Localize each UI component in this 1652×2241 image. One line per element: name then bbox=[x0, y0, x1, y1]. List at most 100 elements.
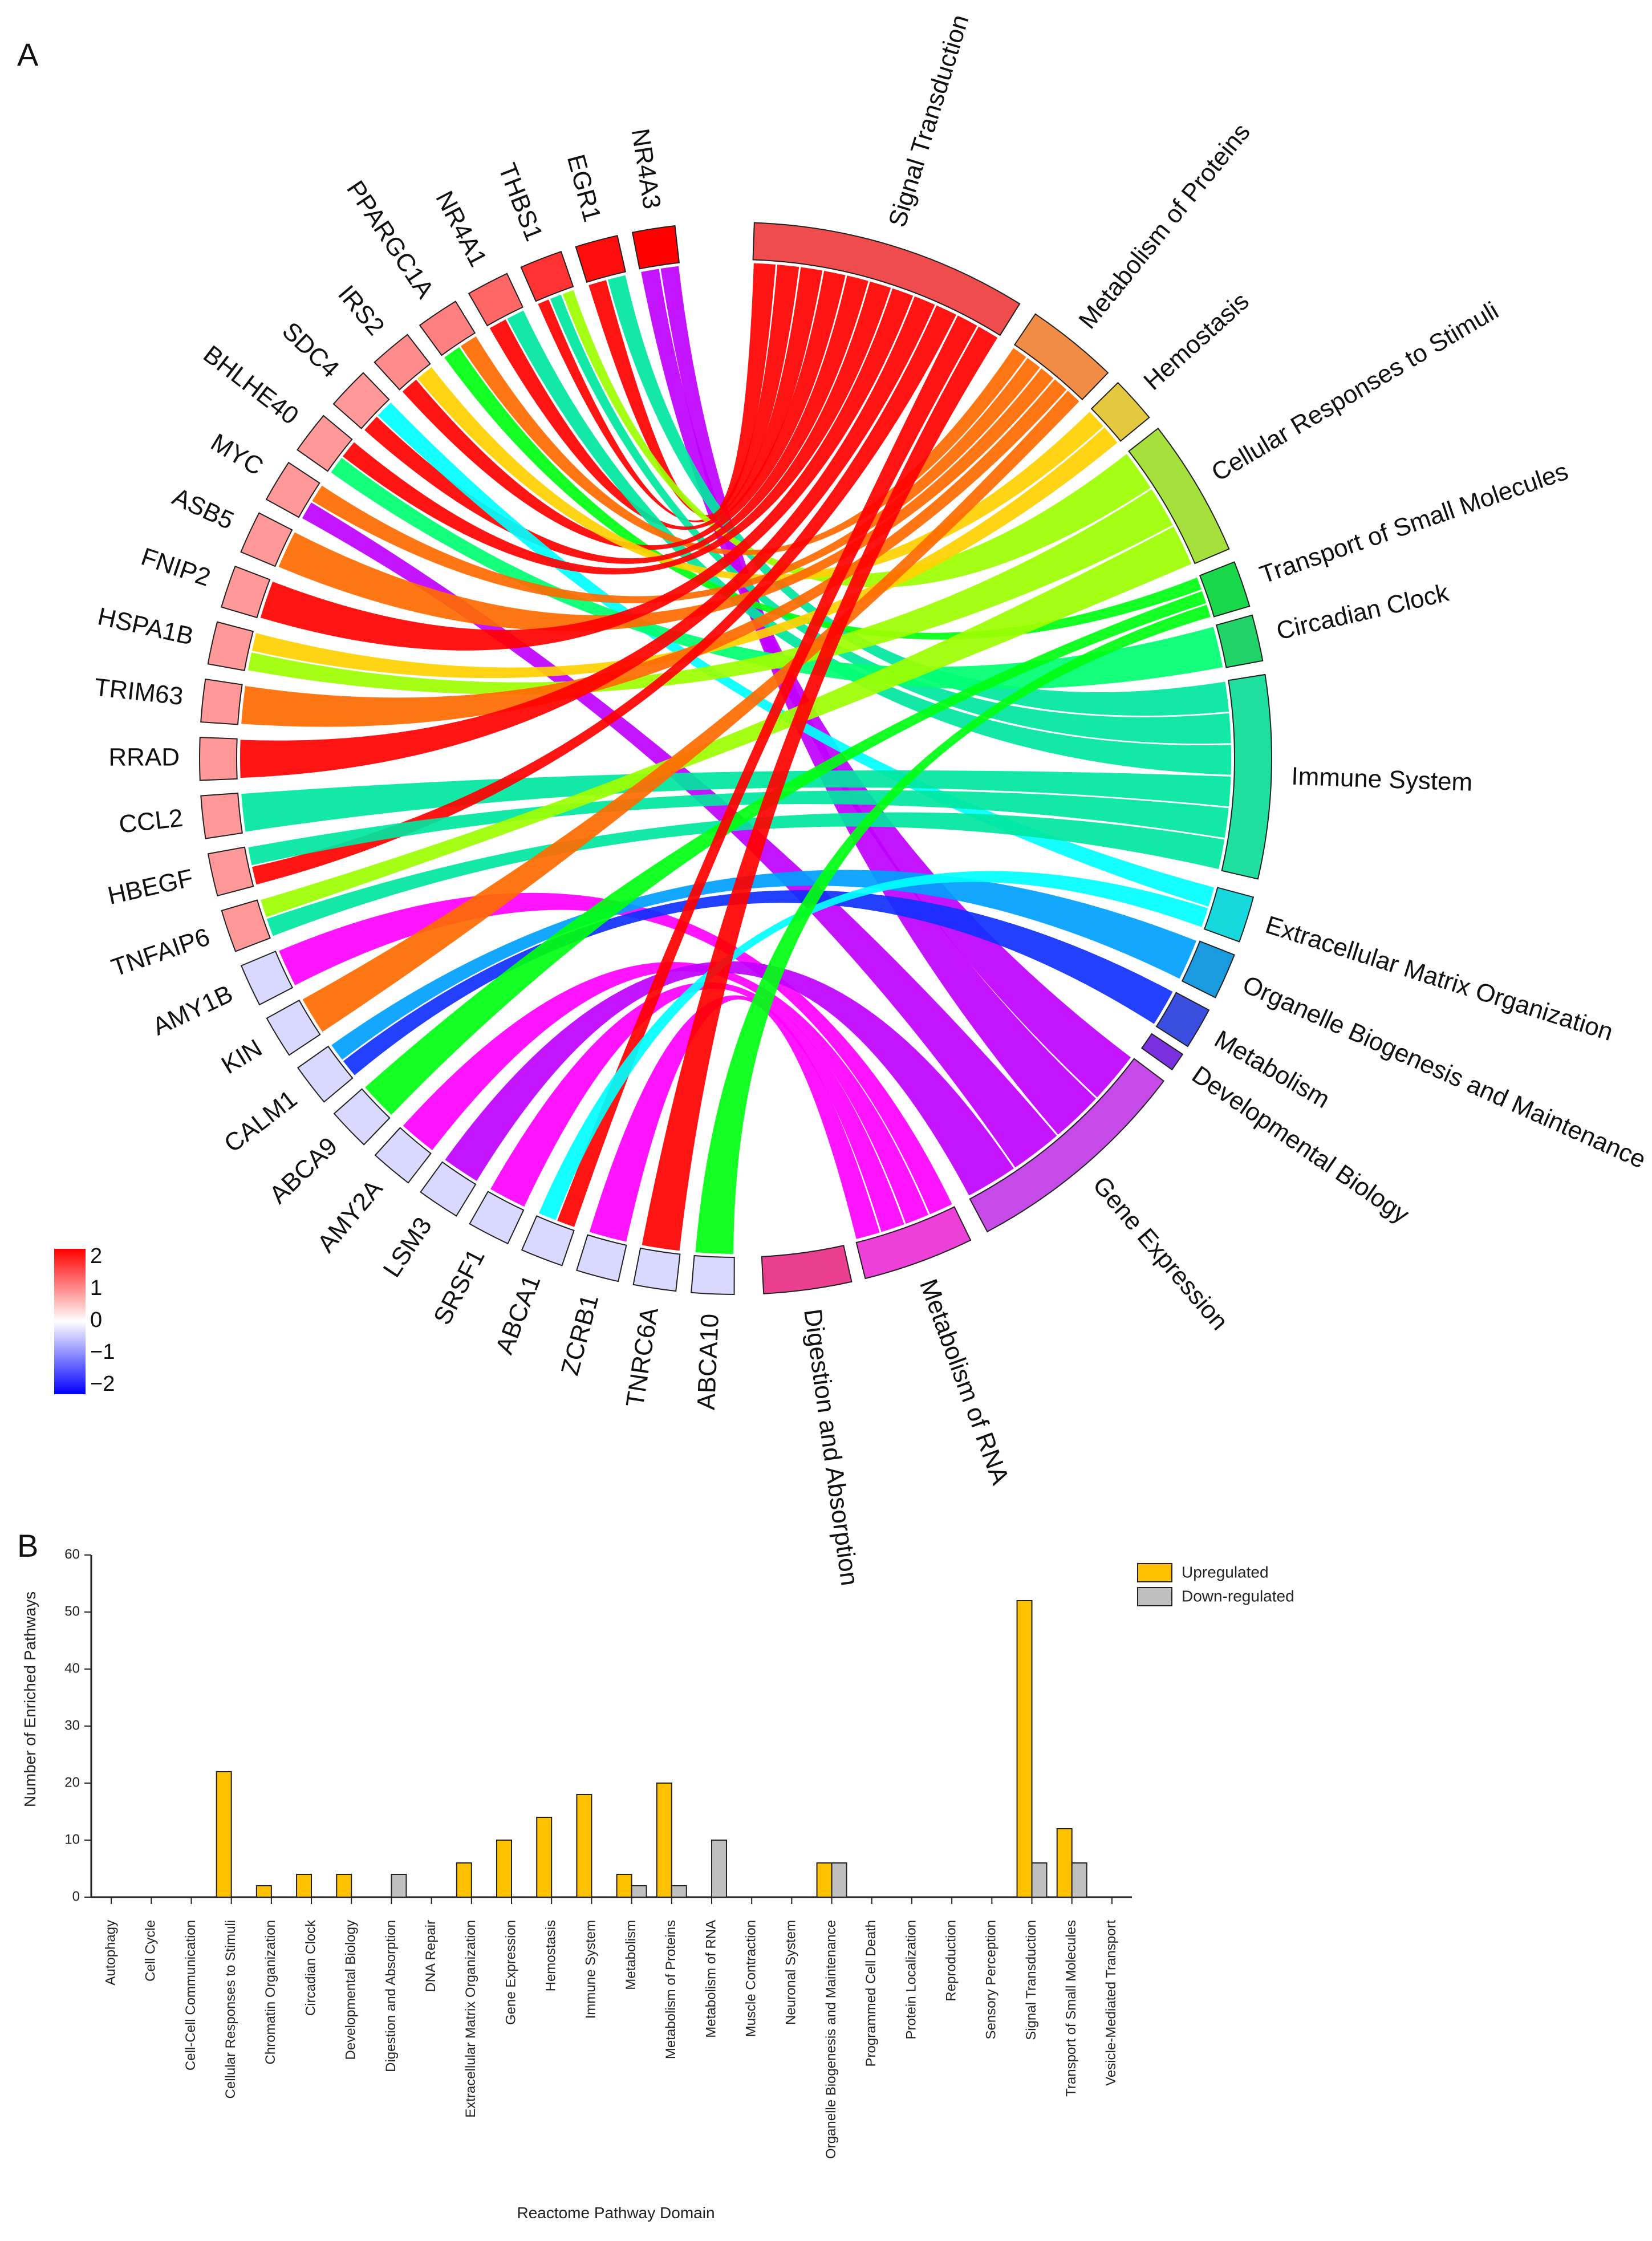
color-scale-bar bbox=[54, 1249, 86, 1394]
pathway-label-digestion-and-absorption: Digestion and Absorption bbox=[798, 1307, 864, 1587]
pathway-sector-digestion-and-absorption bbox=[761, 1245, 853, 1294]
color-scale-tick: −2 bbox=[90, 1372, 115, 1396]
chord-ribbon bbox=[247, 489, 1173, 695]
chord-ribbon bbox=[589, 995, 880, 1242]
bar-down-regulated-metabolism-of-rna bbox=[711, 1840, 727, 1898]
gene-sector-fnip2 bbox=[221, 565, 271, 619]
chord-ribbon bbox=[642, 326, 998, 1251]
bar-upregulated-cellular-responses-to-stimuli bbox=[216, 1771, 232, 1898]
gene-label-amy1b: AMY1B bbox=[148, 980, 237, 1041]
gene-label-srsf1: SRSF1 bbox=[428, 1245, 490, 1329]
chord-ribbon bbox=[240, 296, 935, 778]
legend-swatch-down-regulated bbox=[1137, 1587, 1172, 1606]
pathway-sector-transport-of-small-molecules bbox=[1199, 561, 1251, 618]
x-tick-label: Circadian Clock bbox=[303, 1919, 318, 2016]
pathway-label-gene-expression: Gene Expression bbox=[1087, 1171, 1233, 1335]
pathway-label-cellular-responses-to-stimuli: Cellular Responses to Stimuli bbox=[1207, 297, 1503, 487]
chord-ribbon bbox=[538, 871, 1208, 1220]
pathway-label-hemostasis: Hemostasis bbox=[1138, 287, 1255, 395]
x-tick-label: Reproduction bbox=[943, 1920, 959, 2002]
bar-upregulated-circadian-clock bbox=[296, 1874, 312, 1898]
bar-down-regulated-signal-transduction bbox=[1031, 1862, 1048, 1898]
chord-ribbon bbox=[331, 457, 1223, 689]
gene-sector-sdc4 bbox=[332, 372, 390, 429]
gene-label-hspa1b: HSPA1B bbox=[95, 602, 196, 651]
bar-upregulated-signal-transduction bbox=[1016, 1600, 1033, 1898]
pathway-sector-signal-transduction bbox=[752, 222, 1021, 336]
x-tick-label: Organelle Biogenesis and Maintenance bbox=[823, 1920, 839, 2159]
x-axis-title: Reactome Pathway Domain bbox=[517, 2204, 715, 2222]
x-tick-label: Extracellular Matrix Organization bbox=[463, 1920, 478, 2118]
gene-sector-ccl2 bbox=[200, 792, 243, 839]
gene-sector-hspa1b bbox=[207, 621, 254, 671]
bar-upregulated-transport-of-small-molecules bbox=[1056, 1828, 1073, 1898]
bar-down-regulated-metabolism-of-proteins bbox=[671, 1885, 687, 1898]
gene-sector-zcrb1 bbox=[575, 1234, 627, 1282]
gene-label-sdc4: SDC4 bbox=[277, 317, 344, 384]
color-scale-tick: 2 bbox=[90, 1244, 102, 1268]
gene-sector-myc bbox=[265, 461, 320, 518]
x-tick-label: Vesicle-Mediated Transport bbox=[1103, 1920, 1119, 2086]
x-tick-label: Signal Transduction bbox=[1024, 1920, 1039, 2040]
gene-label-irs2: IRS2 bbox=[332, 280, 389, 340]
pathway-sector-cellular-responses-to-stimuli bbox=[1128, 427, 1230, 565]
gene-sector-amy2a bbox=[374, 1127, 432, 1184]
x-tick-label: Muscle Contraction bbox=[744, 1920, 759, 2037]
gene-label-nr4a3: NR4A3 bbox=[626, 127, 666, 211]
x-tick-label: Neuronal System bbox=[784, 1920, 799, 2025]
y-tick-label: 10 bbox=[64, 1832, 80, 1847]
gene-label-rrad: RRAD bbox=[108, 743, 180, 771]
gene-sector-lsm3 bbox=[420, 1161, 477, 1217]
x-tick-label: Transport of Small Molecules bbox=[1064, 1920, 1079, 2097]
x-tick-label: Immune System bbox=[583, 1920, 599, 2019]
panel-a-label: A bbox=[17, 36, 39, 72]
x-tick-label: Protein Localization bbox=[903, 1920, 919, 2039]
chord-ribbon bbox=[302, 391, 1079, 1032]
bar-down-regulated-organelle-biogenesis-and-maintenance bbox=[831, 1862, 847, 1898]
x-tick-label: Cell Cycle bbox=[143, 1920, 159, 1982]
gene-sector-asb5 bbox=[240, 512, 293, 567]
legend-label-down-regulated: Down-regulated bbox=[1182, 1587, 1294, 1605]
chord-ribbon bbox=[417, 367, 1103, 582]
gene-label-zcrb1: ZCRB1 bbox=[556, 1292, 604, 1378]
pathway-label-transport-of-small-molecules: Transport of Small Molecules bbox=[1256, 457, 1572, 589]
gene-label-thbs1: THBS1 bbox=[493, 160, 548, 245]
gene-sector-hbegf bbox=[207, 846, 254, 897]
chord-sectors bbox=[199, 222, 1272, 1296]
pathway-label-metabolism-of-rna: Metabolism of RNA bbox=[914, 1276, 1014, 1489]
color-scale-tick: −1 bbox=[90, 1340, 115, 1364]
pathway-label-circadian-clock: Circadian Clock bbox=[1274, 578, 1452, 645]
gene-label-egr1: EGR1 bbox=[562, 152, 606, 225]
gene-label-myc: MYC bbox=[206, 428, 268, 481]
y-tick-label: 30 bbox=[64, 1718, 80, 1733]
bar-upregulated-immune-system bbox=[576, 1794, 592, 1898]
gene-label-tnrc6a: TNRC6A bbox=[621, 1305, 664, 1409]
gene-sector-egr1 bbox=[575, 234, 627, 283]
x-tick-label: Cell-Cell Communication bbox=[183, 1920, 198, 2071]
y-axis-title: Number of Enriched Pathways bbox=[21, 1592, 39, 1807]
gene-sector-abca9 bbox=[333, 1088, 391, 1146]
legend-label-upregulated: Upregulated bbox=[1182, 1563, 1269, 1581]
chord-ribbon bbox=[550, 294, 1231, 744]
x-tick-label: Developmental Biology bbox=[343, 1920, 359, 2060]
x-tick-label: Chromatin Organization bbox=[263, 1920, 278, 2064]
legend-swatch-upregulated bbox=[1137, 1563, 1172, 1582]
gene-label-lsm3: LSM3 bbox=[378, 1212, 437, 1282]
gene-sector-tnrc6a bbox=[632, 1247, 681, 1292]
color-scale-ticks: 2 1 0 −1 −2 bbox=[90, 1244, 115, 1396]
chord-ribbons bbox=[240, 263, 1231, 1254]
y-tick-label: 50 bbox=[64, 1603, 80, 1619]
chord-ribbon bbox=[460, 336, 1026, 555]
gene-sector-ppargc1a bbox=[419, 301, 476, 356]
chord-ribbon bbox=[248, 790, 1229, 866]
gene-label-abca1: ABCA1 bbox=[490, 1271, 546, 1358]
gene-sector-irs2 bbox=[374, 334, 431, 391]
pathway-sector-organelle-biogenesis-and-maintenance bbox=[1181, 940, 1235, 998]
pathway-label-signal-transduction: Signal Transduction bbox=[883, 11, 975, 230]
x-tick-label: DNA Repair bbox=[423, 1920, 439, 1992]
gene-label-calm1: CALM1 bbox=[219, 1085, 302, 1158]
gene-sector-srsf1 bbox=[469, 1191, 525, 1245]
gene-sector-tnfaip6 bbox=[221, 899, 271, 952]
bar-legend: Upregulated Down-regulated bbox=[1137, 1563, 1294, 1606]
bar-upregulated-hemostasis bbox=[536, 1817, 553, 1898]
